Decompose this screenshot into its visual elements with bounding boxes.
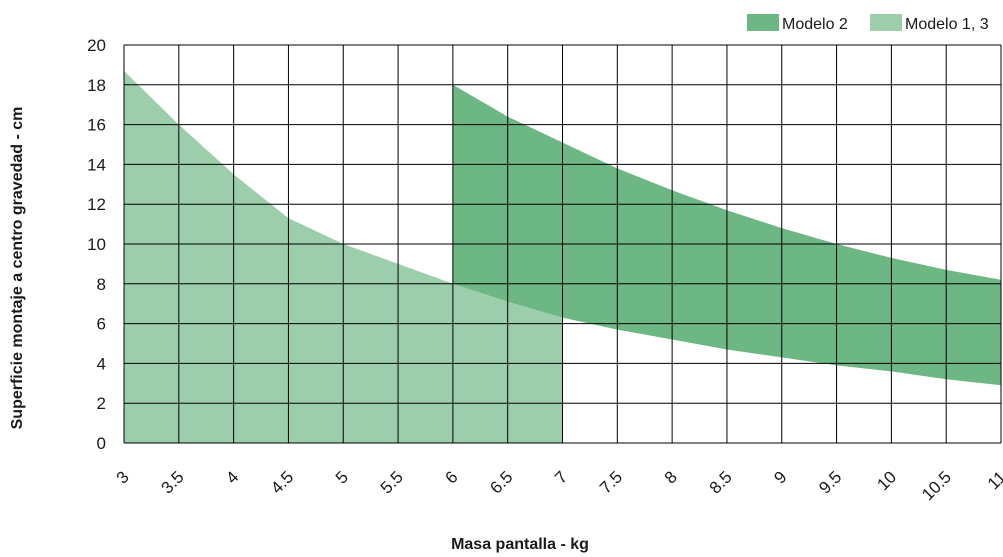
x-tick-label: 3: [113, 467, 133, 487]
y-tick-labels: 0 2 4 6 8 10 12 14 16 18 20: [87, 36, 106, 453]
x-tick-label: 10.5: [918, 467, 955, 504]
x-tick-label: 11: [984, 467, 1003, 493]
y-tick-label: 2: [97, 394, 106, 413]
y-tick-label: 4: [97, 354, 106, 373]
x-tick-label: 6.5: [486, 467, 516, 497]
legend-label-modelo-2: Modelo 2: [782, 16, 848, 33]
legend: Modelo 2 Modelo 1, 3: [747, 14, 989, 33]
x-axis-title: Masa pantalla - kg: [451, 536, 589, 553]
x-tick-label: 4: [222, 467, 242, 487]
y-tick-label: 16: [87, 116, 106, 135]
legend-swatch-modelo-2: [747, 14, 779, 31]
x-tick-label: 5.5: [377, 467, 407, 497]
x-tick-label: 3.5: [157, 467, 187, 497]
y-tick-label: 20: [87, 36, 106, 55]
y-tick-label: 18: [87, 76, 106, 95]
grid-lines: [123, 44, 1002, 444]
x-tick-label: 8: [661, 467, 681, 487]
x-tick-label: 7.5: [596, 467, 626, 497]
x-tick-label: 5: [332, 467, 352, 487]
y-tick-label: 8: [97, 275, 106, 294]
x-tick-label: 8.5: [706, 467, 736, 497]
x-tick-label: 6: [442, 467, 462, 487]
legend-label-modelo-1-3: Modelo 1, 3: [905, 16, 989, 33]
y-tick-label: 6: [97, 315, 106, 334]
legend-swatch-modelo-1-3: [870, 14, 902, 31]
x-tick-label: 9.5: [815, 467, 845, 497]
y-tick-label: 14: [87, 155, 106, 174]
y-tick-label: 12: [87, 195, 106, 214]
x-tick-label: 9: [770, 467, 790, 487]
x-tick-labels: 3 3.5 4 4.5 5 5.5 6 6.5 7 7.5 8 8.5 9 9.5 10 10.5 11: [113, 467, 1003, 504]
x-tick-label: 7: [551, 467, 571, 487]
y-tick-label: 0: [97, 434, 106, 453]
y-tick-label: 10: [87, 235, 106, 254]
x-tick-label: 10: [873, 467, 900, 494]
y-axis-title: Superficie montaje a centro gravedad - c…: [9, 107, 26, 430]
x-tick-label: 4.5: [267, 467, 297, 497]
